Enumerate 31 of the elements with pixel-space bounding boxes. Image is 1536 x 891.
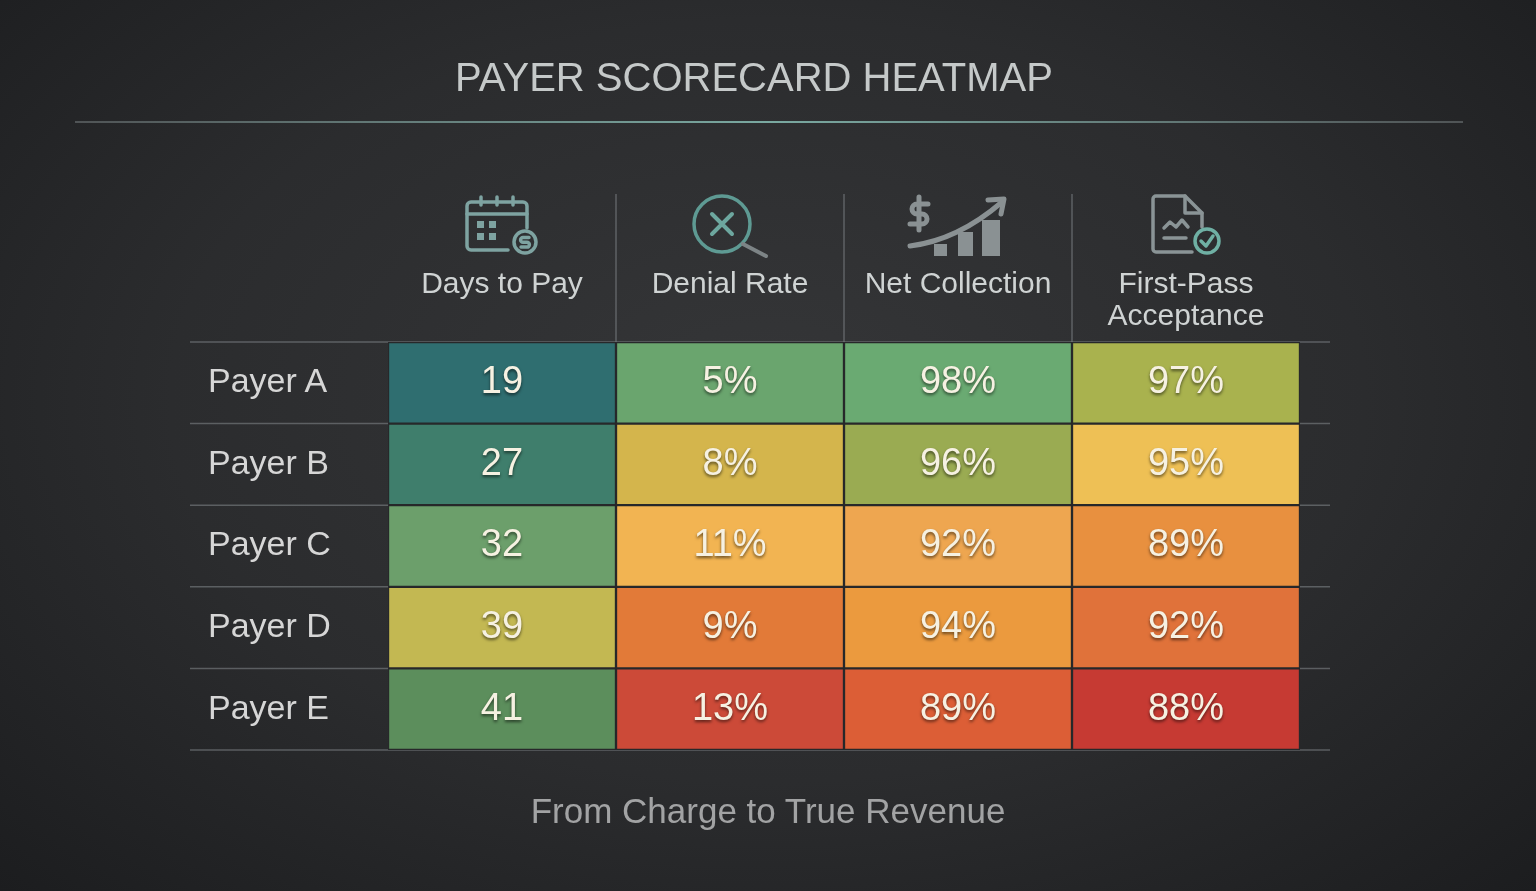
x-tick-label: Days to Pay xyxy=(421,266,583,300)
data-label: 8% xyxy=(702,440,758,483)
data-label: 88% xyxy=(1147,685,1225,728)
data-label: 94% xyxy=(919,604,997,647)
y-tick-label: Payer B xyxy=(208,442,329,481)
data-label: 89% xyxy=(1147,522,1225,565)
data-label: 95% xyxy=(1147,440,1225,483)
data-label: 19 xyxy=(480,359,524,402)
data-label: 9% xyxy=(702,604,758,647)
data-label: 98% xyxy=(919,359,997,402)
data-label: 92% xyxy=(1147,604,1225,647)
y-tick-label: Payer E xyxy=(208,687,329,726)
data-label: 5% xyxy=(702,359,758,402)
x-tick-label: Denial Rate xyxy=(651,266,809,300)
data-label: 11% xyxy=(693,522,767,565)
data-label: 96% xyxy=(919,440,997,483)
chart-title: PAYER SCORECARD HEATMAP xyxy=(455,55,1053,100)
data-label: 41 xyxy=(480,685,524,728)
data-label: 32 xyxy=(480,522,524,565)
x-tick-label: First-Pass Acceptance xyxy=(1107,266,1265,331)
y-tick-label: Payer A xyxy=(208,361,328,400)
y-tick-label: Payer D xyxy=(208,605,331,644)
text: From Charge to True Revenue xyxy=(530,790,1006,830)
x-tick-label: Net Collection xyxy=(864,266,1052,300)
data-label: 27 xyxy=(480,440,524,483)
data-label: 92% xyxy=(919,522,997,565)
data-label: 13% xyxy=(691,685,769,728)
data-label: 97% xyxy=(1147,359,1225,402)
data-label: 89% xyxy=(919,685,997,728)
y-tick-label: Payer C xyxy=(208,524,331,563)
data-label: 39 xyxy=(480,604,524,647)
